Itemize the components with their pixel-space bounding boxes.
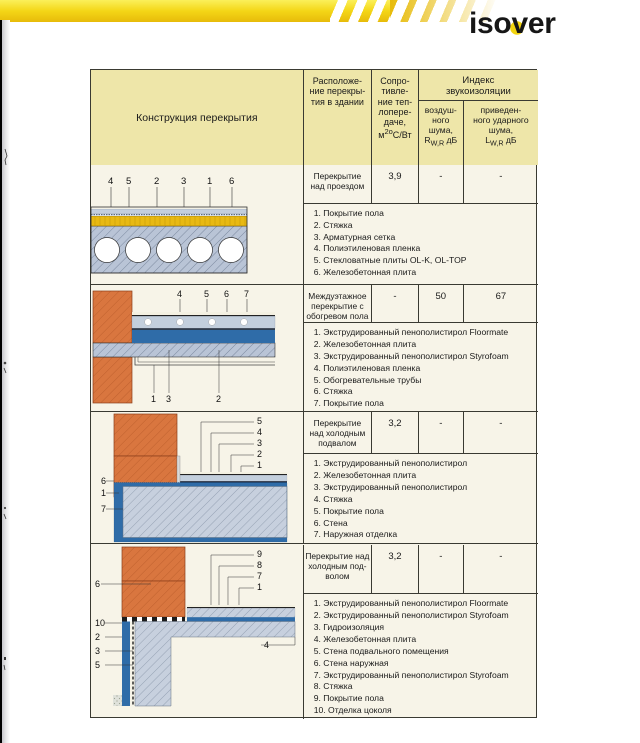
svg-text:5: 5 — [257, 416, 262, 426]
svg-text:2: 2 — [154, 176, 159, 187]
svg-text:3: 3 — [257, 438, 262, 448]
svg-text:7: 7 — [244, 289, 249, 299]
svg-text:7: 7 — [257, 570, 262, 580]
svg-text:7: 7 — [101, 504, 106, 514]
svg-text:3: 3 — [166, 394, 171, 404]
svg-text:6: 6 — [224, 289, 229, 299]
svg-text:4: 4 — [257, 427, 262, 437]
svg-text:2: 2 — [216, 394, 221, 404]
svg-text:1: 1 — [257, 460, 262, 470]
svg-text:5: 5 — [95, 659, 100, 669]
svg-text:1: 1 — [207, 176, 212, 187]
svg-text:9: 9 — [257, 548, 262, 558]
svg-text:5: 5 — [204, 289, 209, 299]
svg-text:4: 4 — [264, 639, 269, 649]
svg-text:6: 6 — [229, 176, 234, 187]
svg-text:4: 4 — [177, 289, 182, 299]
svg-text:8: 8 — [257, 559, 262, 569]
svg-text:3: 3 — [95, 645, 100, 655]
svg-text:4: 4 — [108, 176, 113, 187]
svg-text:6: 6 — [95, 578, 100, 588]
svg-text:6: 6 — [101, 476, 106, 486]
svg-text:10: 10 — [95, 617, 105, 627]
svg-text:isover: isover — [469, 8, 556, 38]
svg-text:2: 2 — [95, 631, 100, 641]
svg-text:1: 1 — [257, 581, 262, 591]
svg-text:5: 5 — [126, 176, 131, 187]
svg-text:1: 1 — [101, 488, 106, 498]
svg-text:3: 3 — [181, 176, 186, 187]
svg-text:2: 2 — [257, 449, 262, 459]
svg-text:1: 1 — [151, 394, 156, 404]
